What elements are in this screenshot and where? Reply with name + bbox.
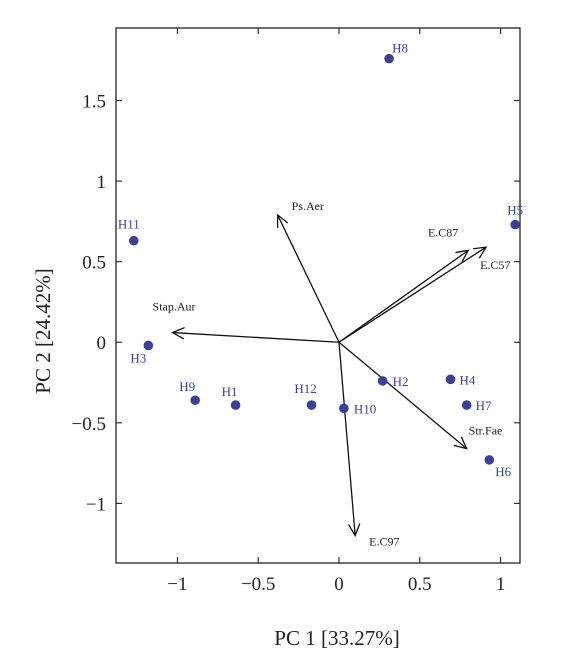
point-marker (339, 403, 349, 414)
point-marker (445, 374, 456, 385)
y-tick-label: 0 (97, 333, 107, 354)
vector-arrowhead (473, 246, 488, 259)
point-marker (377, 376, 388, 386)
vector-line (338, 246, 487, 343)
data-point: H5 (507, 203, 523, 230)
data-point: H10 (339, 401, 376, 416)
y-tick-label: 0.5 (82, 253, 106, 274)
vector-line (338, 341, 468, 450)
data-point: H1 (222, 384, 241, 410)
point-label: H7 (476, 398, 492, 413)
plot-frame (115, 27, 521, 564)
vector-label: Stap.Aur (153, 300, 196, 314)
point-label: H10 (354, 401, 376, 416)
y-axis-label: PC 2 [24.42%] (31, 268, 55, 393)
y-tick-label: 1.5 (82, 92, 106, 113)
point-label: H4 (460, 372, 476, 387)
data-point: H2 (377, 374, 409, 389)
point-label: H9 (179, 379, 195, 394)
y-tick-label: −1 (86, 494, 106, 515)
y-tick-label: −0.5 (72, 414, 106, 435)
vector-arrowhead (347, 523, 361, 538)
loading-vector: Str.Fae (338, 341, 503, 450)
data-point: H11 (118, 217, 140, 246)
vector-label: E.C57 (480, 258, 510, 272)
x-tick-label: −0.5 (241, 574, 275, 595)
point-label: H8 (392, 41, 408, 56)
loading-vector: E.C87 (338, 225, 470, 343)
vector-line (338, 342, 356, 536)
point-label: H12 (294, 381, 316, 396)
vector-label: Ps.Aer (292, 199, 324, 213)
x-axis-label: PC 1 [33.27%] (274, 626, 399, 650)
y-tick-label: 1 (97, 172, 107, 193)
x-tick-label: 0 (334, 574, 344, 595)
vector-label: E.C97 (369, 535, 399, 549)
vector-line (338, 249, 469, 343)
data-point: H12 (294, 381, 317, 410)
vector-label: E.C87 (428, 225, 458, 239)
data-point: H3 (130, 340, 154, 365)
loading-vector: E.C57 (338, 246, 510, 343)
point-marker (230, 400, 241, 410)
point-label: H11 (118, 217, 140, 232)
point-marker (128, 235, 139, 246)
data-point: H6 (484, 455, 512, 479)
loading-vector: E.C97 (338, 342, 400, 549)
x-tick-label: 0.5 (408, 574, 432, 595)
point-marker (484, 455, 495, 465)
x-tick-label: 1 (496, 574, 506, 595)
vector-line (172, 331, 340, 343)
point-label: H5 (507, 203, 523, 218)
point-marker (510, 219, 520, 230)
vector-arrowhead (171, 326, 185, 340)
point-marker (306, 400, 317, 410)
vector-arrowhead (453, 436, 468, 450)
vector-arrowhead (455, 249, 470, 263)
point-label: H2 (393, 374, 409, 389)
point-marker (384, 53, 394, 64)
x-tick-label: −1 (167, 574, 187, 595)
data-point: H4 (445, 372, 476, 387)
point-label: H6 (495, 464, 511, 479)
vector-arrowhead (276, 213, 289, 228)
loading-vector: Ps.Aer (276, 199, 340, 343)
vector-label: Str.Fae (469, 424, 503, 438)
point-label: H1 (222, 384, 238, 399)
point-label: H3 (130, 350, 146, 365)
vector-line (277, 214, 340, 343)
point-marker (143, 340, 154, 351)
data-point: H9 (179, 379, 200, 406)
point-marker (461, 400, 472, 410)
loading-vector: Stap.Aur (153, 300, 340, 343)
data-point: H8 (384, 41, 408, 64)
point-marker (190, 395, 200, 406)
data-point: H7 (461, 398, 492, 413)
